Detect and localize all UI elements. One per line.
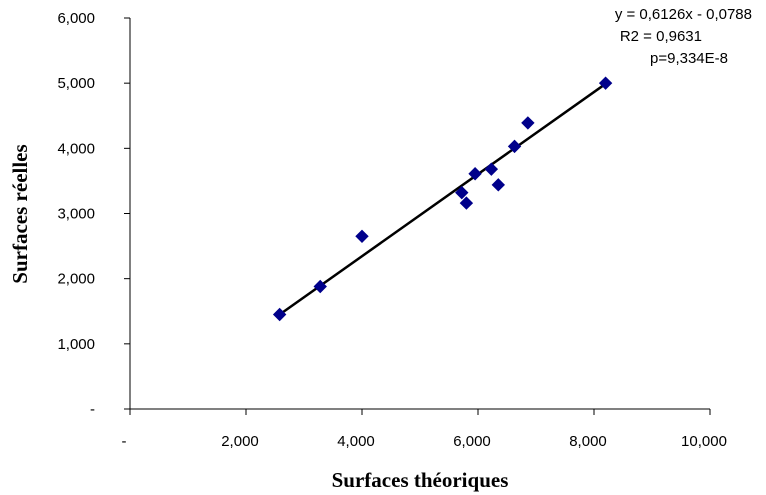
data-point (468, 167, 482, 181)
data-point (521, 116, 535, 130)
x-tick-label: - (122, 433, 127, 450)
data-point (313, 279, 327, 294)
data-point (507, 139, 522, 154)
r-squared-label: R2 = 0,9631 (620, 28, 702, 45)
data-point (598, 76, 613, 90)
data-point (455, 185, 469, 200)
x-axis-title: Surfaces théoriques (332, 468, 509, 492)
y-tick-label: 4,000 (57, 140, 95, 157)
y-tick-label: 3,000 (57, 206, 95, 223)
data-points (272, 76, 613, 322)
data-point (484, 162, 499, 176)
y-tick-label: 5,000 (57, 75, 95, 92)
x-tick-label: 2,000 (221, 433, 259, 450)
data-point (272, 307, 287, 322)
p-value-label: p=9,334E-8 (650, 50, 728, 67)
y-axis-title: Surfaces réelles (8, 144, 32, 283)
x-axis-ticks: - 2,000 4,000 6,000 8,000 10,000 (122, 409, 727, 450)
regression-equation: y = 0,6126x - 0,0788 (615, 6, 752, 23)
y-tick-label: 1,000 (57, 336, 95, 353)
y-tick-label: 2,000 (57, 271, 95, 288)
data-point (491, 178, 506, 192)
trendline (278, 82, 607, 316)
x-tick-label: 6,000 (453, 433, 491, 450)
x-tick-label: 8,000 (569, 433, 607, 450)
y-axis-ticks: - 1,000 2,000 3,000 4,000 5,000 6,000 (57, 10, 130, 418)
data-point (355, 229, 369, 244)
y-tick-label: 6,000 (57, 10, 95, 27)
y-tick-label: - (90, 401, 95, 418)
x-tick-label: 10,000 (681, 433, 727, 450)
x-tick-label: 4,000 (337, 433, 375, 450)
data-point (459, 196, 474, 210)
